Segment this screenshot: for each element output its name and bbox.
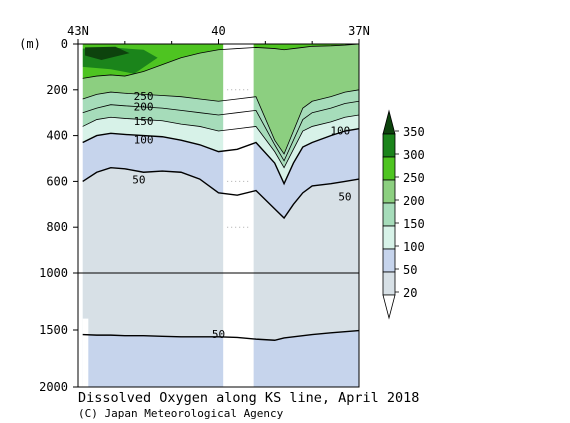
colorbar-swatch	[382, 202, 396, 227]
contour-label: 250	[134, 90, 154, 103]
y-tick-label: 2000	[39, 380, 68, 394]
colorbar-swatch	[382, 133, 396, 158]
colorbar-swatch	[382, 179, 396, 204]
contour-100	[82, 128, 360, 186]
field-above-350	[85, 46, 130, 61]
contour-50	[82, 166, 360, 220]
data-gap	[223, 44, 254, 387]
y-tick-label: 1500	[39, 323, 68, 337]
colorbar-label: 50	[403, 263, 417, 277]
colorbar-swatch	[382, 225, 396, 250]
contour-250	[82, 89, 360, 155]
y-tick-label: 600	[46, 174, 68, 188]
contour-label: 50	[338, 191, 351, 204]
contour-label: 50	[132, 174, 145, 187]
field-300-350	[82, 44, 359, 79]
colorbar: 350 300 250 200 150 100 50 20	[382, 109, 425, 320]
contour-300	[82, 43, 360, 79]
colorbar-label: 350	[403, 125, 425, 139]
y-tick-label: 800	[46, 220, 68, 234]
y-tick-label: 200	[46, 83, 68, 97]
x-tick-label: 37N	[348, 24, 370, 38]
colorbar-label: 200	[403, 194, 425, 208]
gap-band	[223, 44, 254, 387]
y-tick-label: 400	[46, 129, 68, 143]
contour-label: 100	[134, 133, 154, 146]
tick-labels: 43N 40 37N 0 200 400 600 800 1000 1500 2000 (m)	[19, 24, 370, 394]
field-deep-water	[82, 167, 359, 341]
contour-label: 150	[134, 115, 154, 128]
field-150-200	[82, 101, 359, 168]
no-data-edge	[78, 44, 83, 387]
field-below-20	[82, 318, 89, 387]
colorbar-label: 100	[403, 240, 425, 254]
colorbar-swatch	[382, 294, 396, 320]
field-100-150	[82, 114, 359, 184]
colorbar-label: 300	[403, 148, 425, 162]
colorbar-swatch	[382, 248, 396, 273]
colorbar-label: 250	[403, 171, 425, 185]
contour-50-deep	[82, 329, 360, 341]
chart-title: Dissolved Oxygen along KS line, April 20…	[78, 390, 420, 406]
field-intermediate	[82, 128, 359, 219]
contour-label: 200	[134, 100, 154, 113]
field-200-250	[82, 89, 359, 161]
colorbar-swatch	[382, 156, 396, 181]
x-tick-label: 40	[211, 24, 225, 38]
colorbar-label: 20	[403, 286, 417, 300]
field-250-300	[82, 44, 359, 154]
contour-200	[82, 100, 360, 162]
contour-label: 50	[212, 328, 225, 341]
chart-credit: (C) Japan Meteorological Agency	[78, 407, 284, 420]
colorbar-swatch	[382, 109, 396, 135]
x-tick-label: 43N	[67, 24, 89, 38]
y-unit-label: (m)	[19, 37, 41, 51]
axes	[73, 39, 360, 388]
y-tick-label: 0	[61, 37, 68, 51]
colorbar-label: 150	[403, 217, 425, 231]
contour-label: 100	[330, 124, 350, 137]
y-tick-label: 1000	[39, 266, 68, 280]
contour-lines	[82, 43, 360, 341]
colorbar-swatch	[382, 271, 396, 296]
contour-150	[82, 114, 360, 169]
